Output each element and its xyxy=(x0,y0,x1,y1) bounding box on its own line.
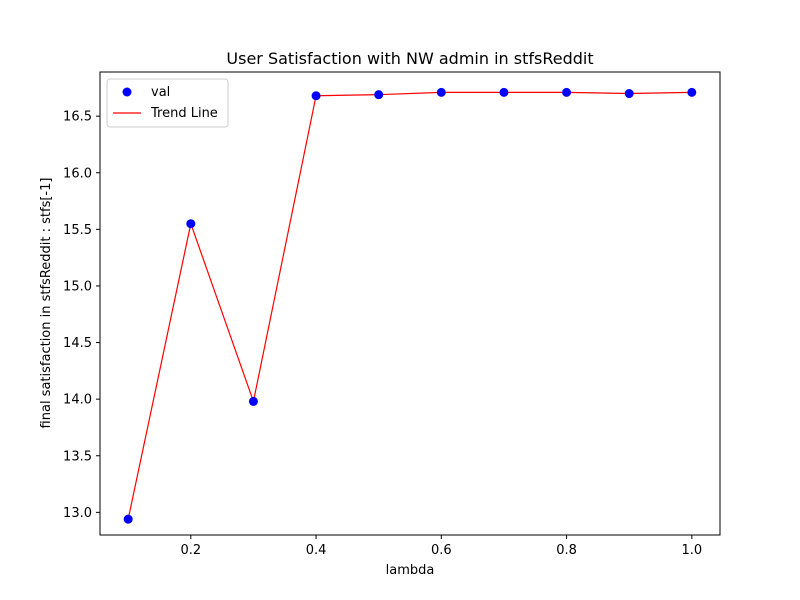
data-point xyxy=(374,90,384,100)
x-tick-label: 1.0 xyxy=(681,543,702,558)
data-point xyxy=(499,87,509,97)
data-point xyxy=(562,87,572,97)
y-tick-label: 16.5 xyxy=(63,110,92,125)
y-axis-label: final satisfaction in stfsReddit : stfs[… xyxy=(39,178,54,429)
y-tick-label: 15.5 xyxy=(63,223,92,238)
data-point xyxy=(248,396,258,406)
y-tick-label: 13.0 xyxy=(63,506,92,521)
x-axis-label: lambda xyxy=(386,563,435,578)
series-points xyxy=(123,87,697,524)
series-lines xyxy=(127,91,692,520)
x-axis-ticks: 0.2 0.4 0.6 0.8 1.0 xyxy=(180,535,702,558)
y-axis-ticks: 13.0 13.5 14.0 14.5 15.0 15.5 16.0 16.5 xyxy=(63,110,100,521)
plot-frame xyxy=(99,71,721,536)
legend: val Trend Line xyxy=(106,78,229,128)
y-tick-label: 13.5 xyxy=(63,449,92,464)
legend-marker-val xyxy=(122,87,132,97)
legend-label-trend-line: Trend Line xyxy=(150,106,218,121)
legend-frame xyxy=(106,78,229,128)
chart-title: User Satisfaction with NW admin in stfsR… xyxy=(226,49,593,68)
x-tick-label: 0.2 xyxy=(180,543,201,558)
data-point xyxy=(687,87,697,97)
data-point xyxy=(436,87,446,97)
x-tick-label: 0.8 xyxy=(556,543,577,558)
y-tick-label: 14.5 xyxy=(63,336,92,351)
x-tick-label: 0.4 xyxy=(306,543,327,558)
y-tick-label: 14.0 xyxy=(63,393,92,408)
data-point xyxy=(123,514,133,524)
data-point xyxy=(624,89,634,99)
legend-label-val: val xyxy=(151,85,170,100)
x-tick-label: 0.6 xyxy=(431,543,452,558)
y-tick-label: 16.0 xyxy=(63,166,92,181)
data-point xyxy=(186,219,196,229)
plot-area xyxy=(99,71,721,536)
trend-line xyxy=(127,91,692,520)
y-tick-label: 15.0 xyxy=(63,279,92,294)
data-point xyxy=(311,91,321,101)
